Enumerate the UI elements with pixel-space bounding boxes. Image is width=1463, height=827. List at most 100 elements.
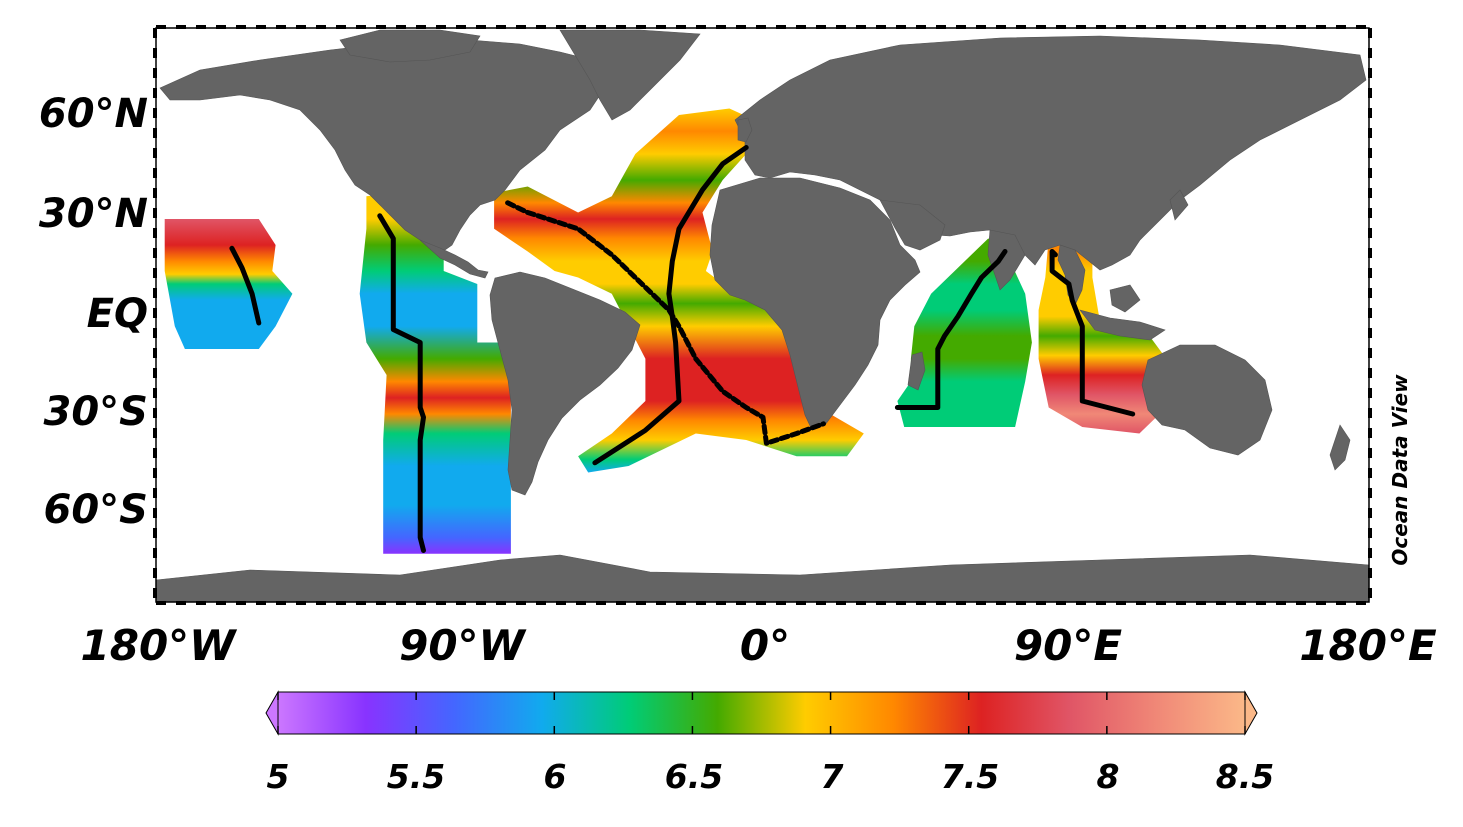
frame-tick	[236, 25, 246, 29]
frame-tick	[576, 601, 586, 605]
frame-tick	[1276, 25, 1286, 29]
frame-tick	[336, 601, 346, 605]
frame-tick	[236, 601, 246, 605]
frame-tick	[153, 408, 157, 418]
frame-tick	[416, 25, 426, 29]
frame-tick	[776, 25, 786, 29]
frame-tick	[1368, 488, 1372, 498]
frame-tick	[1368, 288, 1372, 298]
frame-tick	[876, 25, 886, 29]
frame-tick	[256, 601, 266, 605]
frame-tick	[856, 601, 866, 605]
frame-tick	[436, 25, 446, 29]
frame-tick	[153, 268, 157, 278]
frame-tick	[153, 68, 157, 78]
lon-label-90w: 90°W	[399, 621, 525, 670]
frame-tick	[1116, 601, 1126, 605]
frame-tick	[153, 128, 157, 138]
lon-label-180e: 180°E	[1299, 621, 1437, 670]
frame-tick	[456, 25, 466, 29]
frame-tick	[476, 25, 486, 29]
frame-tick	[596, 601, 606, 605]
frame-tick	[1296, 601, 1306, 605]
frame-tick	[836, 601, 846, 605]
frame-tick	[656, 25, 666, 29]
frame-tick	[1156, 601, 1166, 605]
colorbar-arrow-low	[265, 690, 279, 736]
frame-tick	[1368, 508, 1372, 518]
colorbar-tick-label: 5.5	[386, 757, 446, 796]
frame-tick	[1356, 601, 1366, 605]
colorbar	[265, 690, 1258, 736]
frame-tick	[1196, 601, 1206, 605]
frame-tick	[1196, 25, 1206, 29]
frame-tick	[876, 601, 886, 605]
frame-tick	[576, 25, 586, 29]
frame-tick	[596, 25, 606, 29]
frame-tick	[153, 548, 157, 558]
frame-tick	[676, 601, 686, 605]
frame-tick	[356, 25, 366, 29]
frame-tick	[276, 601, 286, 605]
frame-tick	[153, 248, 157, 258]
frame-tick	[176, 601, 186, 605]
frame-tick	[153, 88, 157, 98]
frame-tick	[1096, 601, 1106, 605]
frame-tick	[996, 601, 1006, 605]
frame-tick	[1256, 25, 1266, 29]
colorbar-tick-label: 6.5	[664, 757, 724, 796]
frame-tick	[316, 25, 326, 29]
frame-tick	[296, 601, 306, 605]
frame-tick	[1368, 268, 1372, 278]
land-indonesia	[1079, 309, 1166, 341]
frame-tick	[153, 108, 157, 118]
frame-tick	[336, 25, 346, 29]
frame-tick	[516, 25, 526, 29]
map-frame	[153, 25, 1372, 605]
frame-tick	[1016, 601, 1026, 605]
frame-tick	[1368, 68, 1372, 78]
frame-tick	[716, 601, 726, 605]
frame-tick	[696, 25, 706, 29]
frame-tick	[816, 601, 826, 605]
lat-label-60n: 60°N	[38, 91, 148, 137]
frame-tick	[816, 25, 826, 29]
colorbar-arrow-high	[1244, 690, 1258, 736]
track-line	[505, 200, 826, 446]
frame-tick	[896, 25, 906, 29]
frame-tick	[636, 601, 646, 605]
frame-tick	[696, 601, 706, 605]
cruise-tracks	[229, 145, 1136, 553]
frame-tick	[1368, 228, 1372, 238]
land-south-america	[489, 271, 641, 496]
land-central-america	[419, 239, 489, 279]
colorbar-bar	[277, 691, 1246, 735]
frame-tick	[1368, 428, 1372, 438]
field-north-pacific	[164, 219, 293, 349]
frame-tick	[1356, 25, 1366, 29]
frame-tick	[396, 601, 406, 605]
frame-tick	[1368, 248, 1372, 258]
frame-tick	[153, 488, 157, 498]
frame-tick	[1136, 601, 1146, 605]
frame-tick	[1236, 25, 1246, 29]
frame-tick	[936, 601, 946, 605]
frame-tick	[1368, 168, 1372, 178]
frame-tick	[1236, 601, 1246, 605]
frame-tick	[1368, 568, 1372, 578]
frame-tick	[836, 25, 846, 29]
frame-tick	[1368, 328, 1372, 338]
frame-tick	[153, 188, 157, 198]
land-greenland	[559, 29, 701, 121]
frame-tick	[1336, 25, 1346, 29]
frame-tick	[153, 208, 157, 218]
frame-tick	[1368, 108, 1372, 118]
land-eurasia	[734, 35, 1367, 271]
frame-tick	[1368, 528, 1372, 538]
frame-tick	[153, 588, 157, 598]
frame-tick	[716, 25, 726, 29]
frame-tick	[153, 28, 157, 38]
frame-tick	[916, 25, 926, 29]
